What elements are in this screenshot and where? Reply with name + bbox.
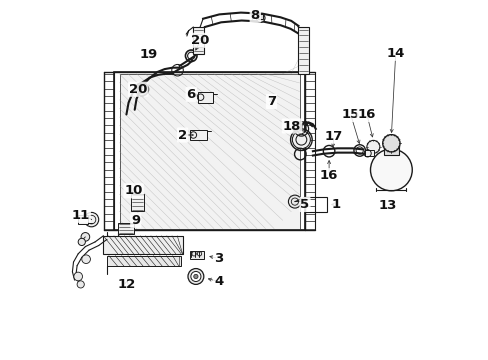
- Bar: [297, 27, 308, 74]
- Circle shape: [84, 212, 99, 227]
- Text: 12: 12: [117, 278, 135, 291]
- Text: 13: 13: [378, 199, 396, 212]
- Bar: [103, 236, 182, 254]
- Bar: [189, 251, 204, 259]
- Text: 8: 8: [250, 9, 260, 22]
- Text: 19: 19: [140, 48, 158, 61]
- Text: 5: 5: [300, 198, 309, 211]
- Text: 6: 6: [186, 88, 196, 101]
- Bar: [193, 27, 203, 54]
- Bar: [107, 256, 181, 266]
- Bar: [189, 130, 206, 140]
- Bar: [258, 14, 263, 19]
- Circle shape: [288, 195, 301, 208]
- Circle shape: [81, 255, 90, 264]
- Text: 2: 2: [178, 129, 187, 141]
- Circle shape: [187, 269, 203, 284]
- Bar: [114, 72, 305, 230]
- Circle shape: [292, 131, 310, 149]
- Bar: [78, 215, 88, 224]
- Bar: [305, 197, 326, 212]
- Circle shape: [190, 271, 201, 282]
- Circle shape: [81, 233, 89, 241]
- Text: 7: 7: [266, 95, 276, 108]
- Bar: [131, 194, 143, 211]
- Circle shape: [256, 14, 264, 22]
- Bar: [120, 74, 299, 229]
- Bar: [197, 92, 212, 103]
- Text: 15: 15: [341, 108, 359, 121]
- Text: 11: 11: [71, 209, 90, 222]
- Bar: [118, 223, 134, 234]
- Text: 17: 17: [324, 130, 342, 143]
- Circle shape: [193, 274, 198, 279]
- Bar: [365, 150, 373, 156]
- Text: 18: 18: [282, 120, 301, 132]
- Text: 10: 10: [124, 184, 142, 197]
- Circle shape: [77, 281, 84, 288]
- Text: 14: 14: [386, 47, 404, 60]
- Circle shape: [366, 140, 379, 153]
- Text: 1: 1: [331, 198, 340, 211]
- Bar: [384, 147, 398, 155]
- Text: 3: 3: [214, 252, 223, 265]
- Circle shape: [74, 272, 82, 281]
- Text: 20: 20: [191, 34, 209, 47]
- Text: 9: 9: [131, 214, 140, 227]
- Text: 16: 16: [319, 169, 338, 182]
- Text: 16: 16: [357, 108, 375, 121]
- Text: 4: 4: [214, 275, 223, 288]
- Circle shape: [78, 238, 85, 246]
- Text: 20: 20: [129, 83, 147, 96]
- Circle shape: [382, 135, 399, 152]
- Circle shape: [370, 149, 411, 191]
